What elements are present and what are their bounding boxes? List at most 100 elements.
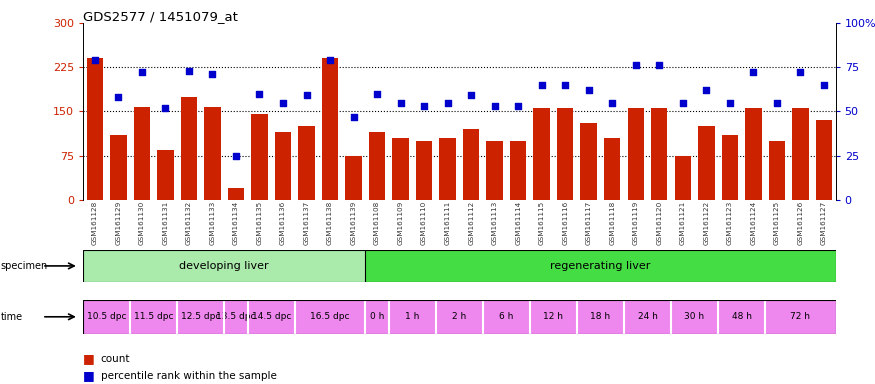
Bar bbox=[792, 108, 808, 200]
Bar bbox=[768, 141, 785, 200]
Point bbox=[182, 68, 196, 74]
Bar bbox=[177, 300, 224, 334]
Point bbox=[794, 70, 808, 76]
Bar bbox=[577, 300, 624, 334]
Bar bbox=[439, 138, 456, 200]
Text: count: count bbox=[101, 354, 130, 364]
Point bbox=[111, 94, 125, 100]
Text: 14.5 dpc: 14.5 dpc bbox=[252, 312, 290, 321]
Point bbox=[558, 82, 572, 88]
Bar bbox=[718, 300, 765, 334]
Bar bbox=[604, 138, 620, 200]
Text: developing liver: developing liver bbox=[179, 261, 269, 271]
Point bbox=[88, 57, 102, 63]
Bar bbox=[181, 97, 197, 200]
Bar bbox=[765, 300, 836, 334]
Bar bbox=[228, 188, 244, 200]
Bar bbox=[366, 250, 836, 282]
Bar bbox=[346, 156, 361, 200]
Bar bbox=[534, 108, 550, 200]
Point bbox=[535, 82, 549, 88]
Bar bbox=[87, 58, 103, 200]
Bar bbox=[110, 135, 127, 200]
Text: 48 h: 48 h bbox=[732, 312, 752, 321]
Text: 72 h: 72 h bbox=[790, 312, 810, 321]
Text: regenerating liver: regenerating liver bbox=[550, 261, 651, 271]
Text: 1 h: 1 h bbox=[405, 312, 419, 321]
Text: 13.5 dpc: 13.5 dpc bbox=[216, 312, 256, 321]
Bar bbox=[722, 135, 738, 200]
Point bbox=[746, 70, 760, 76]
Point bbox=[770, 99, 784, 106]
Point bbox=[370, 91, 384, 97]
Bar bbox=[322, 58, 339, 200]
Point bbox=[253, 91, 267, 97]
Bar bbox=[651, 108, 668, 200]
Point bbox=[276, 99, 290, 106]
Point bbox=[299, 93, 313, 99]
Bar bbox=[224, 300, 248, 334]
Text: 10.5 dpc: 10.5 dpc bbox=[87, 312, 126, 321]
Bar bbox=[463, 129, 480, 200]
Point bbox=[417, 103, 431, 109]
Point bbox=[817, 82, 831, 88]
Text: time: time bbox=[1, 312, 23, 322]
Point bbox=[511, 103, 525, 109]
Bar bbox=[436, 300, 483, 334]
Text: 0 h: 0 h bbox=[370, 312, 384, 321]
Point bbox=[323, 57, 337, 63]
Text: 12 h: 12 h bbox=[543, 312, 564, 321]
Text: 18 h: 18 h bbox=[591, 312, 611, 321]
Bar bbox=[158, 150, 173, 200]
Point bbox=[699, 87, 713, 93]
Point bbox=[229, 152, 243, 159]
Bar bbox=[746, 108, 761, 200]
Bar bbox=[416, 141, 432, 200]
Point bbox=[676, 99, 690, 106]
Bar bbox=[388, 300, 436, 334]
Bar bbox=[483, 300, 530, 334]
Bar bbox=[580, 123, 597, 200]
Point bbox=[487, 103, 501, 109]
Bar bbox=[675, 156, 691, 200]
Text: 24 h: 24 h bbox=[638, 312, 657, 321]
Bar bbox=[627, 108, 644, 200]
Bar bbox=[134, 107, 150, 200]
Point bbox=[346, 114, 360, 120]
Bar bbox=[510, 141, 527, 200]
Text: 6 h: 6 h bbox=[500, 312, 514, 321]
Point bbox=[394, 99, 408, 106]
Bar bbox=[295, 300, 366, 334]
Bar bbox=[624, 300, 671, 334]
Bar bbox=[130, 300, 177, 334]
Text: ■: ■ bbox=[83, 353, 94, 366]
Text: 2 h: 2 h bbox=[452, 312, 466, 321]
Bar bbox=[366, 300, 388, 334]
Point bbox=[606, 99, 620, 106]
Bar bbox=[251, 114, 268, 200]
Bar bbox=[392, 138, 409, 200]
Text: specimen: specimen bbox=[1, 261, 48, 271]
Text: 16.5 dpc: 16.5 dpc bbox=[311, 312, 350, 321]
Text: 12.5 dpc: 12.5 dpc bbox=[181, 312, 220, 321]
Point bbox=[582, 87, 596, 93]
Text: GDS2577 / 1451079_at: GDS2577 / 1451079_at bbox=[83, 10, 238, 23]
Text: ■: ■ bbox=[83, 369, 94, 382]
Point bbox=[629, 62, 643, 68]
Point bbox=[441, 99, 455, 106]
Bar bbox=[671, 300, 718, 334]
Bar bbox=[298, 126, 315, 200]
Bar bbox=[83, 250, 366, 282]
Bar bbox=[204, 107, 220, 200]
Bar bbox=[530, 300, 577, 334]
Bar bbox=[816, 120, 832, 200]
Bar bbox=[369, 132, 385, 200]
Bar bbox=[698, 126, 715, 200]
Bar bbox=[83, 300, 130, 334]
Point bbox=[723, 99, 737, 106]
Text: 30 h: 30 h bbox=[684, 312, 704, 321]
Bar bbox=[248, 300, 295, 334]
Point bbox=[652, 62, 666, 68]
Bar bbox=[557, 108, 573, 200]
Point bbox=[135, 70, 149, 76]
